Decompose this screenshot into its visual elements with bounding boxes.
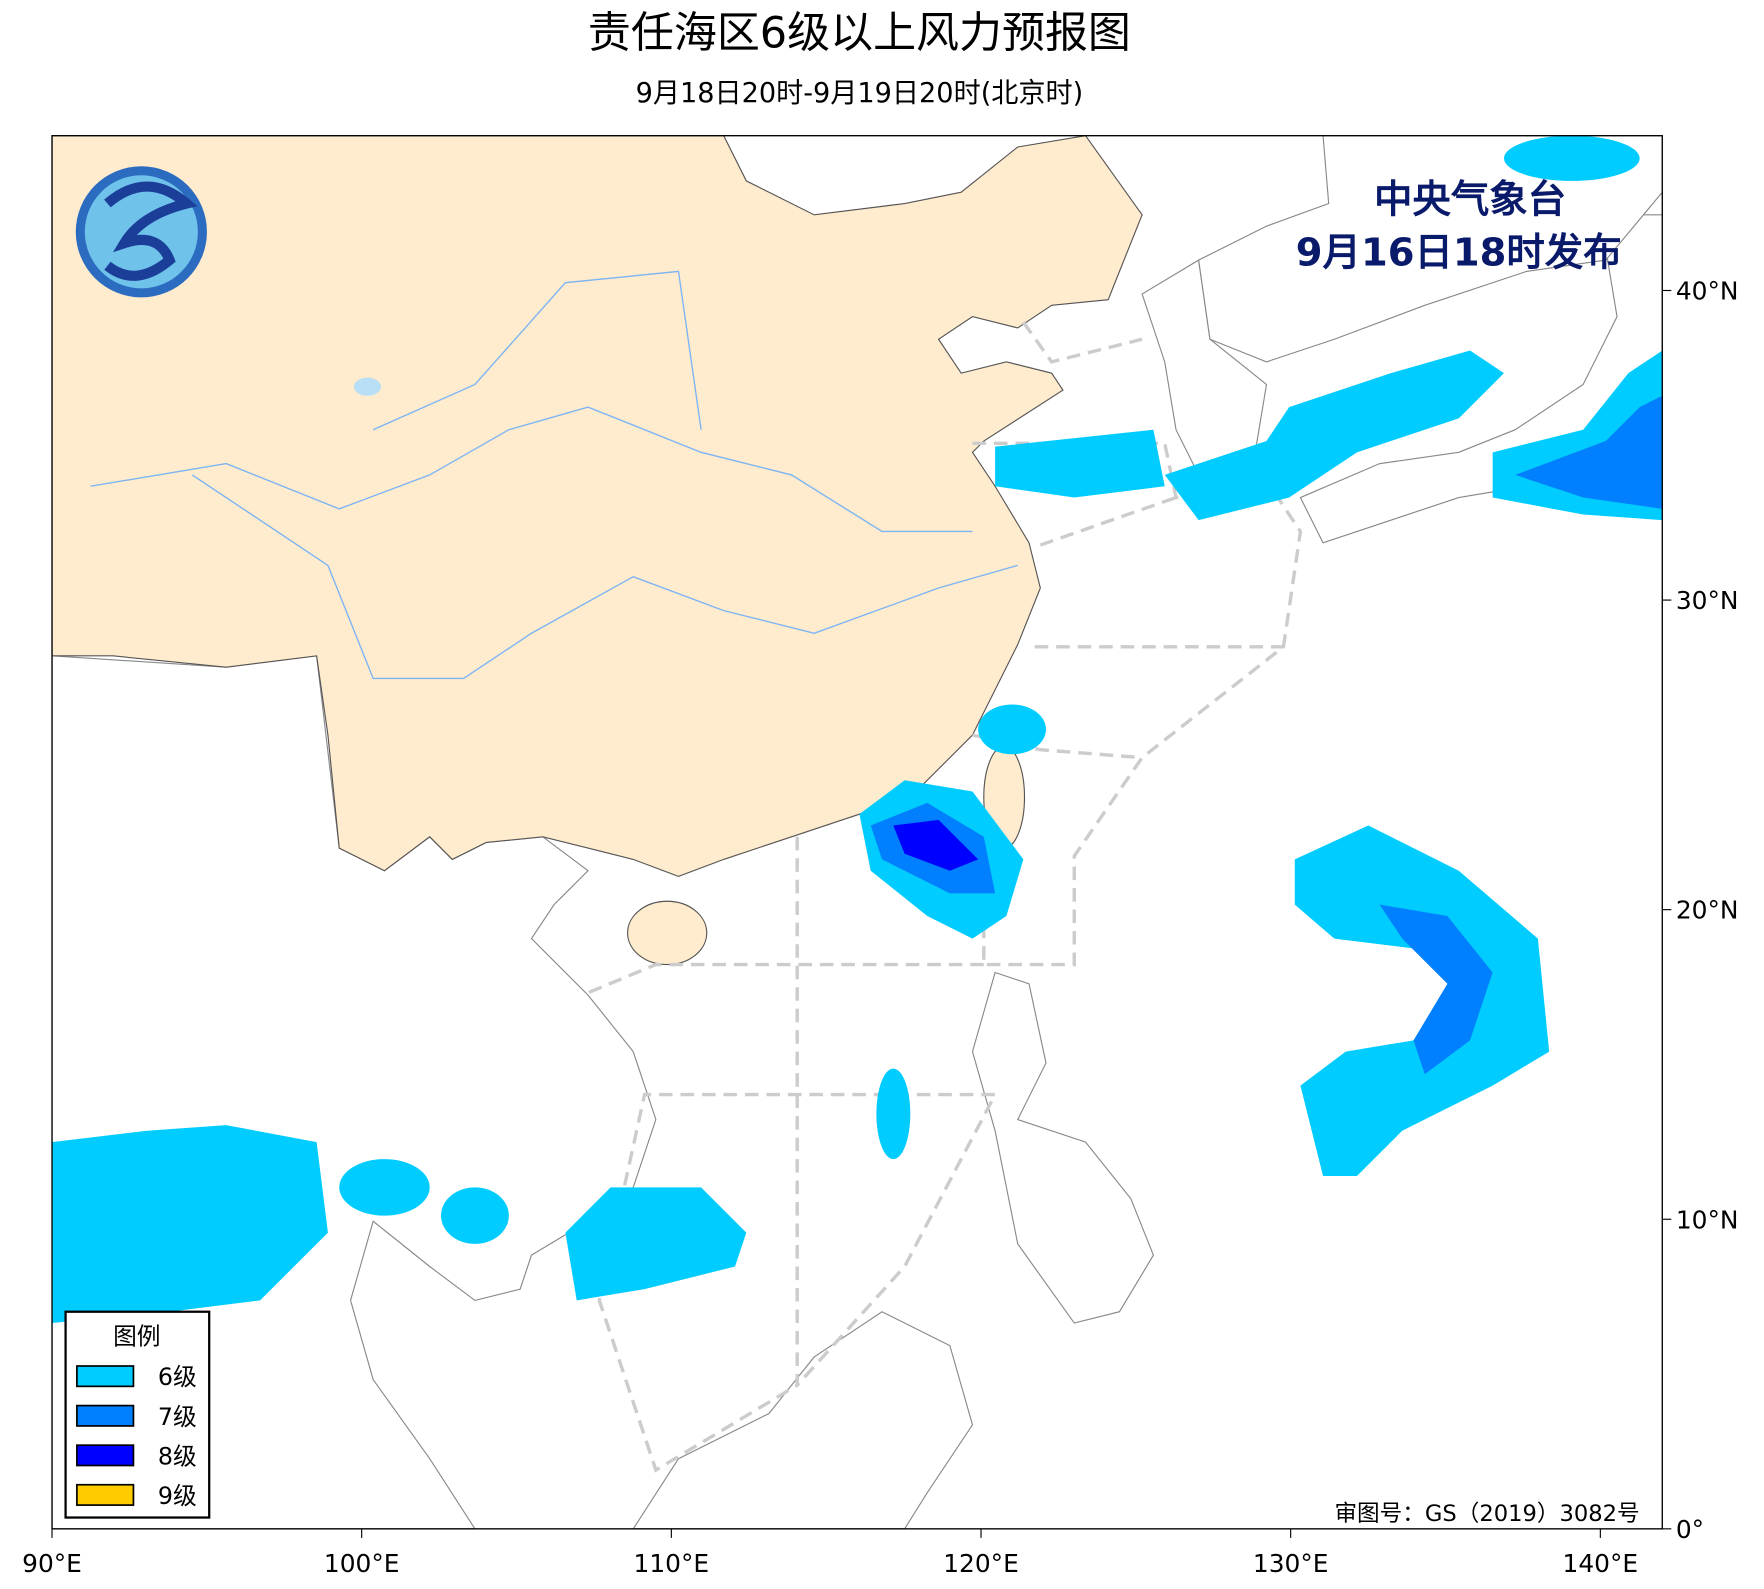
- legend-swatch: [76, 1444, 135, 1467]
- issue-time: 9月16日18时发布: [1296, 231, 1622, 276]
- lake: [353, 377, 382, 396]
- land-philippines: [971, 971, 1155, 1324]
- y-tick-label: 30°N: [1676, 586, 1739, 615]
- map: 中央气象台 9月16日18时发布 审图号：GS（2019）3082号: [52, 135, 1663, 1529]
- legend-swatch: [76, 1404, 135, 1427]
- logo: [75, 166, 207, 298]
- y-tick-label: 40°N: [1676, 277, 1739, 306]
- legend-swatch: [76, 1365, 135, 1388]
- issuer: 中央气象台: [1374, 178, 1566, 223]
- wind-areas: [52, 135, 1663, 1324]
- x-tick-label: 140°E: [1563, 1549, 1639, 1578]
- x-tick-label: 120°E: [943, 1549, 1019, 1578]
- legend-label: 9级: [158, 1482, 197, 1510]
- map-view: 责任海区6级以上风力预报图 9月18日20时-9月19日20时(北京时): [22, 8, 1738, 1577]
- land-hainan: [627, 900, 708, 966]
- land-borneo: [632, 1311, 974, 1529]
- legend-title: 图例: [113, 1323, 160, 1351]
- river: [90, 270, 1018, 680]
- legend: 图例 6级 7级 8级 9级: [64, 1310, 211, 1519]
- y-tick-label: 20°N: [1676, 896, 1739, 925]
- x-tick-label: 90°E: [22, 1549, 82, 1578]
- approval: 审图号：GS（2019）3082号: [1334, 1501, 1639, 1527]
- legend-label: 7级: [158, 1403, 197, 1431]
- legend-swatch: [76, 1483, 135, 1506]
- subtitle: 9月18日20时-9月19日20时(北京时): [636, 78, 1084, 109]
- x-tick-label: 110°E: [634, 1549, 710, 1578]
- y-tick-label: 0°: [1676, 1515, 1704, 1544]
- title: 责任海区6级以上风力预报图: [588, 8, 1131, 58]
- map-frame: [51, 135, 1663, 1530]
- y-tick-label: 10°N: [1676, 1205, 1739, 1234]
- land-china: [52, 135, 1143, 877]
- land-far-east: [1198, 135, 1663, 363]
- legend-label: 8级: [158, 1442, 197, 1470]
- legend-label: 6级: [158, 1363, 197, 1391]
- x-tick-label: 100°E: [324, 1549, 400, 1578]
- x-tick-label: 130°E: [1253, 1549, 1329, 1578]
